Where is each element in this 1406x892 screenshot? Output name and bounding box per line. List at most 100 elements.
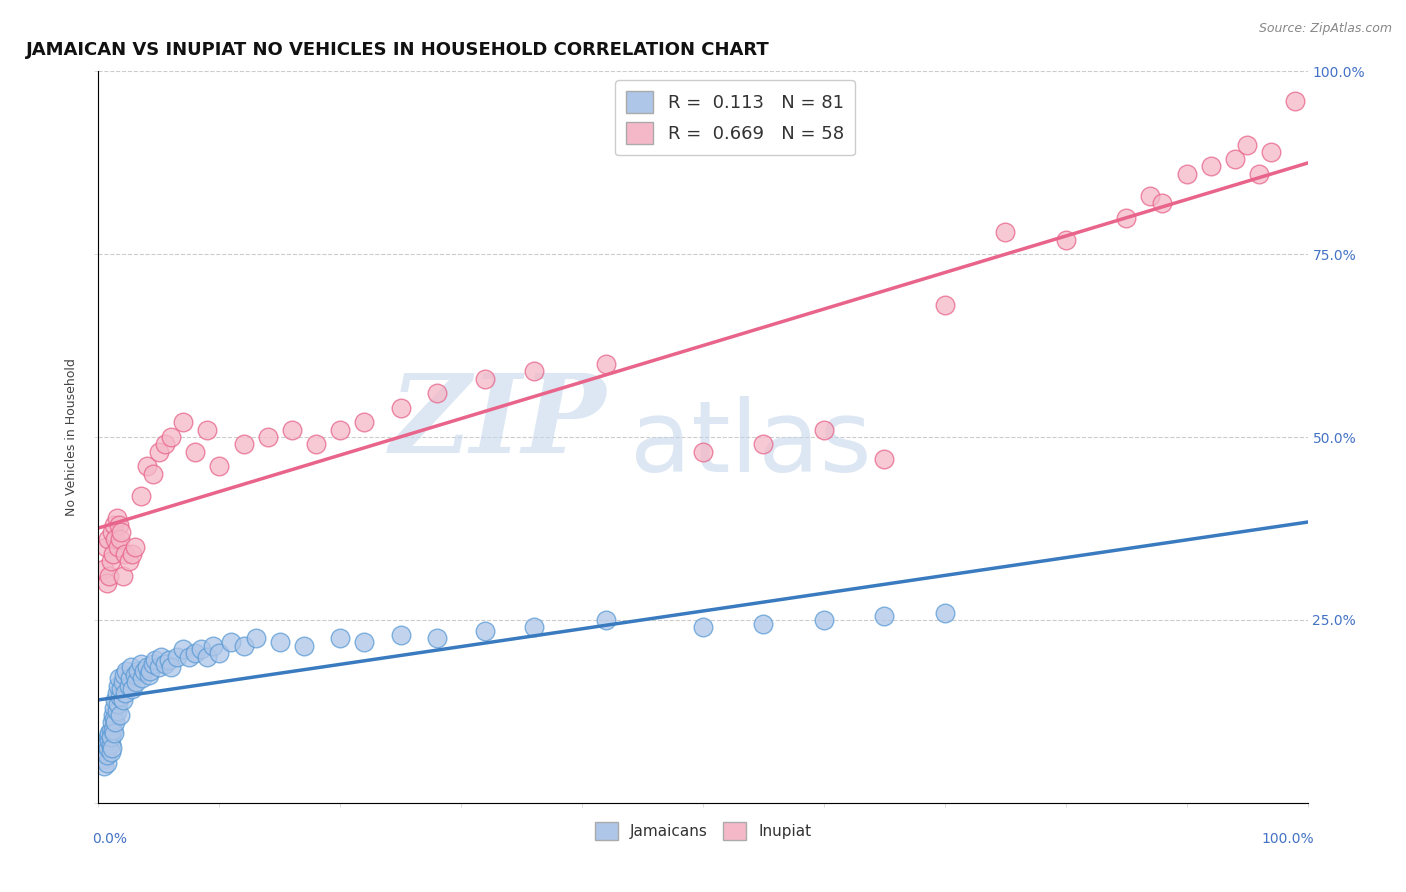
- Point: [114, 547, 136, 561]
- Point: [1152, 196, 1174, 211]
- Point: [329, 423, 352, 437]
- Point: [121, 682, 143, 697]
- Point: [353, 635, 375, 649]
- Point: [353, 416, 375, 430]
- Point: [232, 437, 254, 451]
- Point: [474, 624, 496, 638]
- Point: [104, 533, 127, 547]
- Point: [305, 437, 328, 451]
- Point: [195, 649, 218, 664]
- Point: [752, 437, 775, 451]
- Point: [153, 437, 176, 451]
- Point: [118, 672, 141, 686]
- Point: [98, 569, 121, 583]
- Point: [112, 667, 135, 681]
- Legend: Jamaicans, Inupiat: Jamaicans, Inupiat: [589, 815, 817, 847]
- Point: [100, 554, 122, 568]
- Point: [107, 679, 129, 693]
- Point: [107, 540, 129, 554]
- Point: [118, 554, 141, 568]
- Point: [692, 444, 714, 458]
- Point: [114, 686, 136, 700]
- Point: [101, 708, 124, 723]
- Point: [474, 371, 496, 385]
- Point: [104, 693, 127, 707]
- Point: [115, 664, 138, 678]
- Point: [1175, 167, 1198, 181]
- Point: [139, 664, 162, 678]
- Point: [873, 609, 896, 624]
- Point: [994, 225, 1017, 239]
- Text: ZIP: ZIP: [389, 368, 606, 476]
- Text: 100.0%: 100.0%: [1261, 832, 1313, 846]
- Point: [97, 533, 120, 547]
- Point: [934, 298, 956, 312]
- Point: [148, 444, 170, 458]
- Point: [105, 705, 128, 719]
- Point: [281, 423, 304, 437]
- Point: [208, 459, 231, 474]
- Point: [1139, 188, 1161, 202]
- Point: [208, 646, 231, 660]
- Point: [245, 632, 267, 646]
- Point: [426, 632, 449, 646]
- Text: 0.0%: 0.0%: [93, 832, 128, 846]
- Point: [108, 517, 131, 532]
- Point: [150, 649, 173, 664]
- Point: [93, 737, 115, 751]
- Point: [108, 690, 131, 704]
- Point: [110, 682, 132, 697]
- Text: JAMAICAN VS INUPIAT NO VEHICLES IN HOUSEHOLD CORRELATION CHART: JAMAICAN VS INUPIAT NO VEHICLES IN HOUSE…: [25, 41, 769, 59]
- Point: [184, 646, 207, 660]
- Point: [107, 697, 129, 711]
- Point: [125, 675, 148, 690]
- Point: [100, 715, 122, 730]
- Point: [160, 660, 183, 674]
- Point: [100, 737, 122, 751]
- Point: [1054, 233, 1077, 247]
- Point: [104, 715, 127, 730]
- Point: [97, 740, 120, 755]
- Point: [108, 533, 131, 547]
- Point: [143, 653, 166, 667]
- Point: [1249, 167, 1271, 181]
- Point: [96, 576, 118, 591]
- Point: [98, 726, 121, 740]
- Point: [110, 525, 132, 540]
- Point: [157, 653, 180, 667]
- Point: [103, 726, 125, 740]
- Point: [813, 613, 835, 627]
- Point: [108, 708, 131, 723]
- Point: [135, 660, 157, 674]
- Point: [595, 357, 617, 371]
- Point: [100, 730, 122, 744]
- Point: [134, 664, 156, 678]
- Point: [1260, 145, 1282, 159]
- Point: [1236, 137, 1258, 152]
- Point: [523, 620, 546, 634]
- Point: [100, 525, 122, 540]
- Point: [111, 675, 134, 690]
- Point: [179, 649, 201, 664]
- Point: [97, 730, 120, 744]
- Point: [124, 667, 146, 681]
- Point: [142, 657, 165, 671]
- Point: [96, 748, 118, 763]
- Point: [1223, 152, 1246, 166]
- Point: [135, 459, 157, 474]
- Point: [221, 635, 243, 649]
- Point: [148, 660, 170, 674]
- Point: [292, 639, 315, 653]
- Point: [105, 510, 128, 524]
- Point: [103, 712, 125, 726]
- Point: [873, 452, 896, 467]
- Point: [105, 686, 128, 700]
- Point: [202, 639, 225, 653]
- Point: [329, 632, 352, 646]
- Point: [389, 401, 412, 415]
- Point: [118, 679, 141, 693]
- Point: [129, 489, 152, 503]
- Point: [101, 723, 124, 737]
- Point: [108, 672, 131, 686]
- Text: atlas: atlas: [630, 396, 872, 493]
